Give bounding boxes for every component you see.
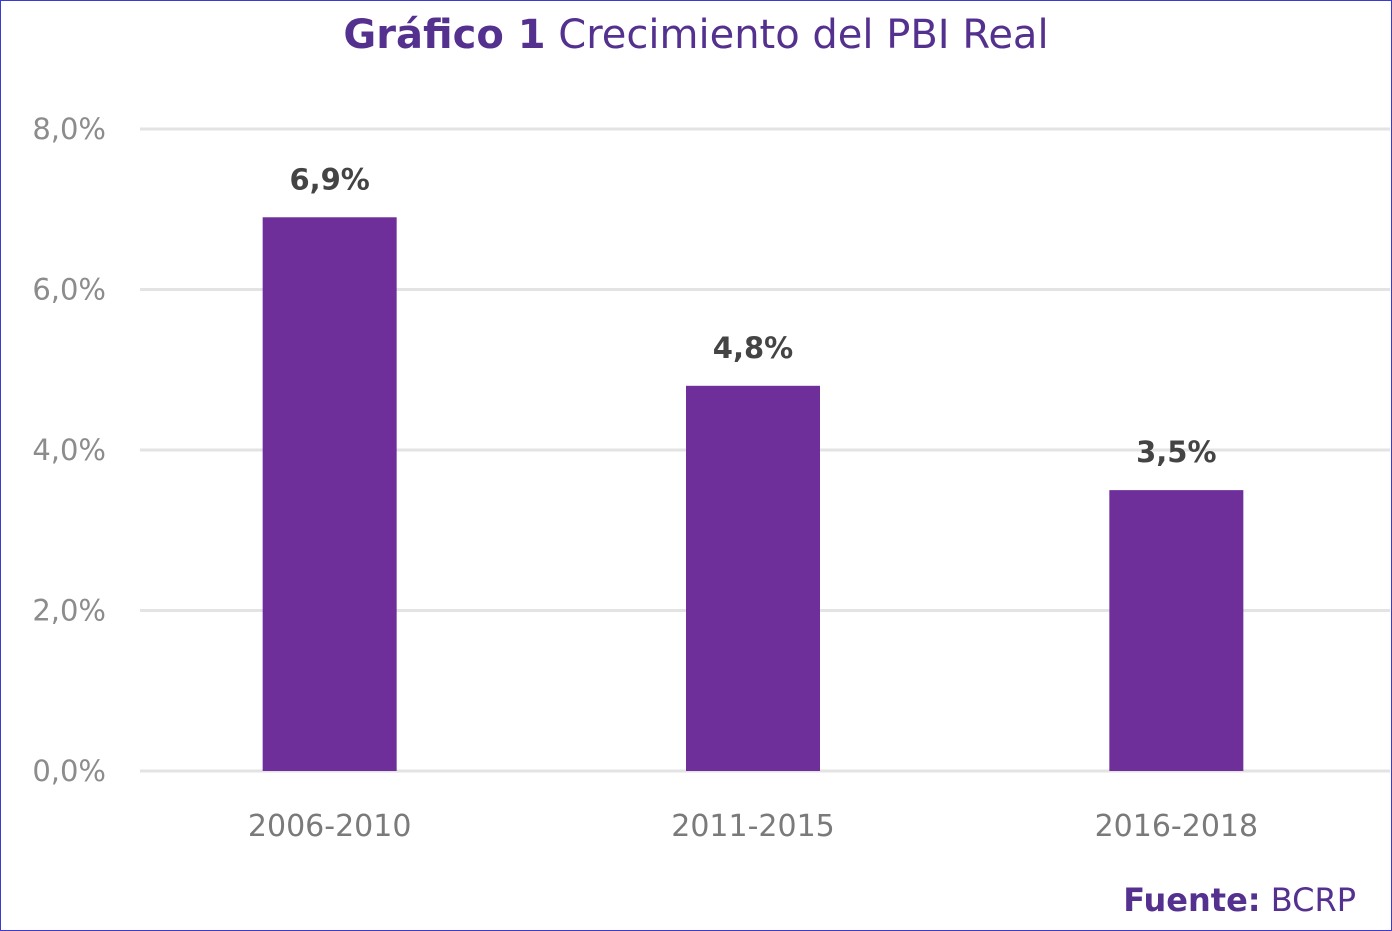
- y-axis-ticks: 0,0% 2,0% 4,0% 6,0% 8,0%: [32, 112, 106, 788]
- y-tick-label: 2,0%: [32, 594, 106, 628]
- y-tick-label: 0,0%: [32, 754, 106, 788]
- chart-title-number: Gráfico 1: [343, 12, 546, 58]
- source-value: BCRP: [1270, 881, 1356, 919]
- y-tick-label: 6,0%: [32, 273, 106, 307]
- x-category-label: 2006-2010: [248, 809, 412, 844]
- chart-title-text: Crecimiento del PBI Real: [558, 12, 1049, 58]
- bar: [262, 217, 397, 771]
- data-label: 6,9%: [289, 162, 369, 196]
- y-tick-label: 4,0%: [32, 433, 106, 467]
- data-label: 3,5%: [1136, 435, 1216, 469]
- y-tick-label: 8,0%: [32, 112, 106, 146]
- x-category-label: 2011-2015: [671, 809, 835, 844]
- bar: [686, 385, 820, 771]
- source-label: Fuente:: [1123, 881, 1261, 919]
- chart-title: Gráfico 1 Crecimiento del PBI Real: [0, 12, 1392, 58]
- x-axis-categories: 2006-2010 2011-2015 2016-2018: [248, 809, 1258, 844]
- source-note: Fuente: BCRP: [1123, 881, 1356, 919]
- bars: [262, 217, 1244, 771]
- x-category-label: 2016-2018: [1095, 809, 1259, 844]
- bar: [1109, 490, 1244, 771]
- data-label: 4,8%: [713, 331, 793, 365]
- data-labels: 6,9% 4,8% 3,5%: [289, 162, 1216, 469]
